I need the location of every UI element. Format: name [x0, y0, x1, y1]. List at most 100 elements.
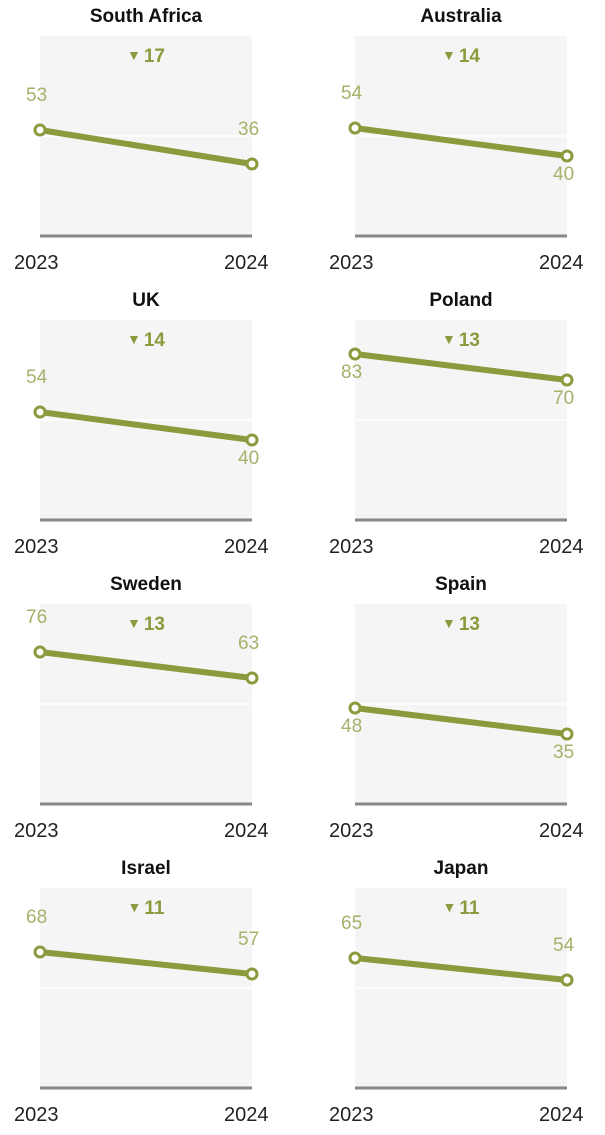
down-triangle-icon: ▼: [442, 331, 456, 347]
data-label-2024: 63: [238, 633, 260, 654]
chart-title: Spain: [435, 574, 487, 595]
change-value: 13: [458, 614, 480, 635]
x-tick-label-2023: 2023: [329, 1104, 374, 1126]
line-chart-svg: [348, 36, 574, 238]
data-point-2023: [33, 945, 47, 959]
series-line: [37, 409, 255, 443]
plot-area: ▼ 11 68 57: [26, 888, 259, 1090]
chart-panel-south-africa: South Africa ▼ 17 53 36 2023 2024: [0, 0, 302, 283]
chart-title: Sweden: [110, 574, 182, 595]
change-indicator: ▼ 17: [40, 46, 252, 68]
change-indicator: ▼ 13: [40, 614, 252, 636]
down-triangle-icon: ▼: [442, 899, 457, 915]
change-value: 13: [458, 330, 480, 351]
change-value: 14: [458, 46, 480, 67]
data-point-2023: [348, 951, 362, 965]
data-label-2024: 40: [553, 164, 575, 185]
series-line: [352, 955, 570, 983]
line-chart-svg: [348, 604, 574, 806]
data-point-2024: [560, 727, 574, 741]
x-tick-label-2023: 2023: [329, 536, 374, 558]
change-indicator: ▼ 11: [40, 898, 252, 920]
chart-panel-uk: UK ▼ 14 54 40 2023 2024: [0, 284, 302, 567]
data-point-2023: [33, 645, 47, 659]
x-tick-label-2023: 2023: [14, 1104, 59, 1126]
line-chart-svg: [348, 320, 574, 522]
data-label-2023: 54: [341, 83, 363, 104]
change-value: 14: [143, 330, 165, 351]
line-chart-svg: [348, 888, 574, 1090]
data-label-2024: 70: [553, 388, 575, 409]
x-tick-label-2023: 2023: [14, 820, 59, 842]
x-tick-label-2023: 2023: [14, 252, 59, 274]
series-line: [37, 127, 255, 167]
chart-panel-spain: Spain ▼ 13 48 35 2023 2024: [315, 568, 605, 851]
chart-title: UK: [132, 290, 160, 311]
series-line: [352, 125, 570, 159]
chart-title: South Africa: [89, 6, 203, 27]
data-point-2024: [245, 967, 259, 981]
chart-panel-australia: Australia ▼ 14 54 40 2023 2024: [315, 0, 605, 283]
data-label-2023: 54: [26, 367, 48, 388]
chart-title: Israel: [121, 858, 171, 879]
data-point-2023: [348, 701, 362, 715]
change-value: 17: [143, 46, 165, 67]
data-label-2023: 83: [341, 362, 363, 383]
change-indicator: ▼ 11: [355, 898, 567, 920]
plot-area: ▼ 11 65 54: [341, 888, 574, 1090]
change-indicator: ▼ 14: [355, 46, 567, 68]
down-triangle-icon: ▼: [442, 615, 456, 631]
data-label-2024: 36: [238, 119, 260, 140]
plot-area: ▼ 17 53 36: [26, 36, 259, 238]
x-tick-label-2023: 2023: [329, 820, 374, 842]
data-label-2023: 76: [26, 607, 48, 628]
line-chart-svg: [33, 604, 259, 806]
data-point-2024: [560, 149, 574, 163]
x-tick-label-2024: 2024: [224, 820, 269, 842]
data-point-2024: [560, 373, 574, 387]
data-label-2024: 35: [553, 742, 575, 763]
down-triangle-icon: ▼: [442, 47, 456, 63]
x-tick-label-2024: 2024: [224, 536, 269, 558]
data-point-2023: [33, 405, 47, 419]
data-label-2024: 54: [553, 935, 575, 956]
data-point-2024: [245, 157, 259, 171]
plot-area: ▼ 14 54 40: [26, 320, 259, 522]
plot-area: ▼ 13 76 63: [26, 604, 259, 806]
plot-area: ▼ 13 48 35: [341, 604, 574, 806]
chart-title: Poland: [429, 290, 493, 311]
data-point-2024: [560, 973, 574, 987]
down-triangle-icon: ▼: [127, 47, 141, 63]
change-value: 13: [143, 614, 165, 635]
line-chart-svg: [33, 320, 259, 522]
down-triangle-icon: ▼: [127, 899, 142, 915]
chart-title: Australia: [420, 6, 502, 27]
data-label-2024: 40: [238, 448, 260, 469]
series-line: [37, 949, 255, 977]
chart-panel-sweden: Sweden ▼ 13 76 63 2023 2024: [0, 568, 302, 851]
x-tick-label-2024: 2024: [539, 536, 584, 558]
chart-panel-japan: Japan ▼ 11 65 54 2023 2024: [315, 852, 605, 1135]
x-tick-label-2024: 2024: [224, 252, 269, 274]
chart-title: Japan: [433, 858, 489, 879]
change-value: 11: [459, 898, 480, 919]
down-triangle-icon: ▼: [127, 331, 141, 347]
x-tick-label-2024: 2024: [224, 1104, 269, 1126]
data-point-2023: [348, 121, 362, 135]
data-label-2023: 48: [341, 716, 363, 737]
x-tick-label-2024: 2024: [539, 820, 584, 842]
chart-panel-poland: Poland ▼ 13 83 70 2023 2024: [315, 284, 605, 567]
change-value: 11: [144, 898, 165, 919]
series-line: [352, 705, 570, 737]
line-chart-svg: [33, 888, 259, 1090]
plot-area: ▼ 14 54 40: [341, 36, 574, 238]
series-line: [37, 649, 255, 681]
change-indicator: ▼ 13: [355, 614, 567, 636]
data-point-2024: [245, 671, 259, 685]
change-indicator: ▼ 13: [355, 330, 567, 352]
plot-area: ▼ 13 83 70: [341, 320, 574, 522]
data-label-2023: 68: [26, 907, 48, 928]
chart-panel-israel: Israel ▼ 11 68 57 2023 2024: [0, 852, 302, 1135]
down-triangle-icon: ▼: [127, 615, 141, 631]
x-tick-label-2023: 2023: [329, 252, 374, 274]
